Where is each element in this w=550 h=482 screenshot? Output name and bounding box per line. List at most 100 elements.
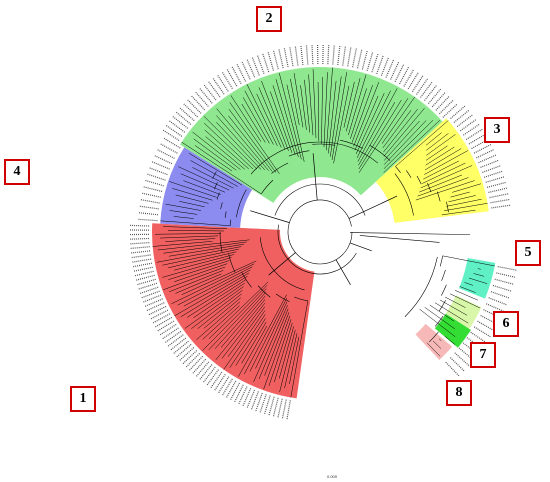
clade-2-tip-label: [380, 57, 389, 76]
clade-6a-sector: [445, 295, 482, 329]
clade-2-branch: [293, 73, 304, 128]
clades-5-8-tip-label: [477, 320, 495, 332]
clades-5-8-node: [441, 284, 447, 296]
clade-4-branch: [169, 181, 217, 198]
clade-label-4: 4: [4, 159, 30, 185]
clade-2-branch: [383, 119, 441, 173]
clade-2-tip-label: [179, 107, 195, 122]
long-branch: [359, 235, 440, 243]
clade-1-branch: [241, 322, 267, 364]
main-stem: [348, 195, 398, 219]
main-stem: [349, 242, 372, 252]
clades-5-8-node: [438, 300, 446, 312]
main-stem: [268, 252, 296, 276]
backbone-arc-3: [274, 183, 366, 216]
clade-3-tip-label: [483, 170, 503, 178]
clade-2-node: [340, 139, 364, 149]
clade-4-tip-label: [145, 179, 164, 187]
clade-1-branch: [197, 293, 242, 329]
clade-2-branch: [321, 77, 323, 145]
clade-3-branch: [425, 146, 455, 166]
clade-1-branch: [255, 301, 288, 369]
clade-2-branch: [216, 108, 269, 171]
clade-1-branch: [183, 269, 251, 307]
clade-1-branch: [168, 243, 245, 257]
clade-1-tip-label: [286, 400, 291, 420]
clade-2-branch: [204, 129, 250, 170]
clade-1-branch: [175, 273, 222, 294]
clade-1-branch: [162, 257, 232, 278]
clades-5-8-branch: [424, 307, 455, 330]
clade-6b-sector: [434, 313, 471, 348]
clade-2-tip-label: [183, 103, 199, 118]
clade-3-sector: [375, 118, 489, 223]
clade-1-tip-label: [268, 396, 275, 416]
clade-4-tip-label: [138, 212, 158, 216]
clade-2-node: [312, 143, 336, 146]
clade-2-branch: [272, 85, 296, 155]
clade-1-branch: [264, 312, 290, 376]
clade-3-tip-label: [453, 110, 470, 123]
clade-3-branch: [421, 162, 466, 184]
clade-2-node: [288, 150, 310, 157]
clade-2-branch: [228, 115, 273, 172]
clade-1-branch: [268, 319, 292, 386]
clade-2-branch: [203, 122, 254, 170]
clade-2-tip-label: [195, 91, 209, 107]
clade-3-tip-label: [478, 154, 497, 164]
clade-2-tip-label: [424, 85, 437, 101]
clade-2-branch: [258, 87, 286, 150]
clade-1-branch: [290, 300, 309, 398]
clades-5-8-branch: [473, 273, 485, 277]
clade-1-branch: [186, 279, 247, 318]
clade-1-branch: [171, 263, 255, 305]
clade-1-branch: [163, 266, 226, 291]
clade-1-tip-label: [179, 347, 195, 361]
clade-1-branch: [279, 329, 296, 393]
clade-4-branch: [180, 173, 226, 193]
clade-4-branch: [169, 210, 198, 215]
clade-3-node: [406, 170, 412, 178]
clade-1-branch: [203, 297, 241, 329]
clade-2-tip-label: [420, 81, 433, 98]
clade-1-tip-label: [199, 364, 213, 380]
clade-2-branch: [381, 96, 415, 144]
clade-2-branch: [216, 115, 266, 171]
clade-2-branch: [256, 93, 282, 148]
clade-3-branch: [417, 177, 469, 197]
clades-5-8-tip-label: [449, 357, 465, 372]
clade-1-branch: [258, 308, 289, 379]
clade-1-tip-label: [192, 358, 207, 374]
clade-1-tip-label: [162, 327, 179, 340]
clade-1-branch: [208, 281, 269, 339]
clade-1-tip-label: [238, 386, 248, 405]
backbone-arc-2: [277, 224, 357, 275]
clade-2-tip-label: [438, 100, 454, 115]
clade-2-branch: [358, 101, 396, 166]
clade-2-tip-label: [267, 52, 275, 71]
clade-4-branch: [160, 220, 231, 226]
clade-2-branch: [356, 90, 391, 158]
clade-2-tip-label: [257, 55, 265, 74]
clade-4-branch: [172, 188, 213, 201]
clade-2-tip-label: [212, 78, 225, 95]
clade-2-tip-label: [366, 52, 374, 71]
clade-3-node: [436, 191, 441, 202]
clade-2-tip-label: [442, 104, 458, 118]
clade-2-branch: [308, 74, 314, 136]
clade-2-tip-label: [272, 50, 279, 70]
clade-2-node: [369, 144, 391, 161]
clade-2-tip-label: [175, 111, 192, 125]
clade-3-node: [395, 166, 401, 173]
clade-2-node: [261, 179, 274, 195]
clade-2-tip-label: [416, 78, 428, 95]
clade-1-branch: [184, 286, 244, 329]
clade-2-branch: [192, 131, 241, 170]
clade-4-node: [216, 192, 220, 200]
clades-5-8-branch: [419, 308, 456, 337]
clade-3-branch: [420, 165, 473, 189]
clade-2-branch: [323, 72, 328, 148]
clade-2-tip-label: [394, 64, 405, 82]
clade-1-tip-label: [226, 380, 237, 398]
clade-1-tip-label: [131, 250, 151, 254]
